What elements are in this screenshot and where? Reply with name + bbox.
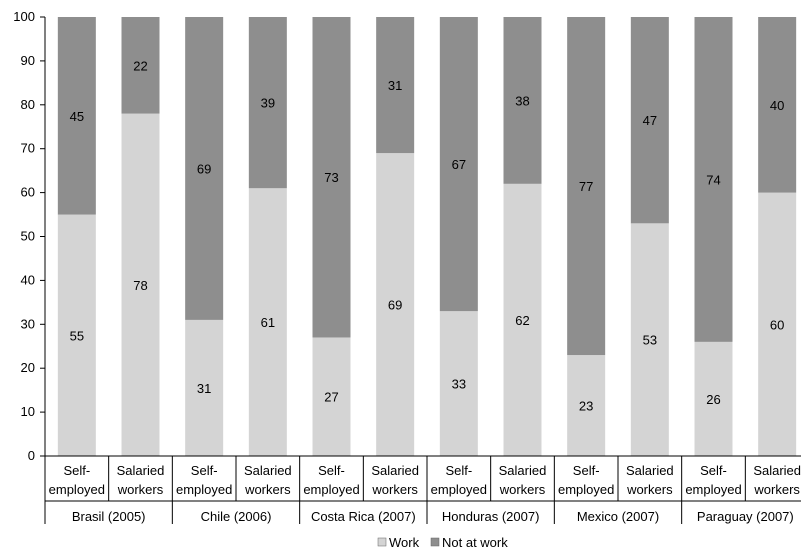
- y-tick-label: 100: [13, 9, 35, 24]
- x-category-label: Salaried: [753, 463, 801, 478]
- legend: Work Not at work: [377, 535, 508, 550]
- bar-segment-work: [567, 355, 606, 456]
- x-category-label: employed: [303, 482, 359, 497]
- x-category-label: employed: [558, 482, 614, 497]
- data-label: 53: [643, 333, 657, 348]
- x-category-label: Salaried: [371, 463, 419, 478]
- bar-segment-work: [376, 153, 415, 456]
- data-label: 26: [706, 392, 720, 407]
- x-category-label: workers: [371, 482, 418, 497]
- bar-segment-work: [312, 337, 351, 456]
- y-tick-label: 10: [21, 404, 35, 419]
- legend-label: Not at work: [442, 535, 508, 550]
- y-tick-label: 90: [21, 53, 35, 68]
- bar-segment-work: [758, 192, 797, 456]
- data-label: 33: [452, 377, 466, 392]
- x-category-label: employed: [176, 482, 232, 497]
- x-category-label: workers: [626, 482, 673, 497]
- bar-segment-not-at-work: [312, 17, 351, 338]
- y-tick-label: 80: [21, 97, 35, 112]
- bar-segment-work: [503, 183, 542, 456]
- x-category-label: Self-: [573, 463, 600, 478]
- bar-segment-not-at-work: [248, 17, 287, 189]
- x-category-label: Self-: [63, 463, 90, 478]
- x-group-label: Chile (2006): [201, 509, 272, 524]
- x-group-label: Mexico (2007): [577, 509, 659, 524]
- data-label: 45: [70, 109, 84, 124]
- y-tick-label: 20: [21, 360, 35, 375]
- x-category-label: employed: [685, 482, 741, 497]
- data-label: 40: [770, 98, 784, 113]
- x-category-label: Salaried: [626, 463, 674, 478]
- bar-segment-not-at-work: [376, 17, 415, 154]
- data-label: 55: [70, 328, 84, 343]
- bar-segment-not-at-work: [121, 17, 160, 114]
- x-category-label: Salaried: [244, 463, 292, 478]
- legend-swatch-work: [377, 537, 387, 547]
- data-label: 67: [452, 157, 466, 172]
- bar-segment-work: [439, 311, 478, 456]
- x-category-label: Salaried: [499, 463, 547, 478]
- data-label: 61: [261, 315, 275, 330]
- data-label: 77: [579, 179, 593, 194]
- x-group-label: Costa Rica (2007): [311, 509, 416, 524]
- x-category-label: workers: [753, 482, 800, 497]
- x-category-label: workers: [117, 482, 164, 497]
- data-label: 27: [324, 390, 338, 405]
- y-tick-label: 0: [28, 448, 35, 463]
- data-label: 60: [770, 317, 784, 332]
- bar-segment-not-at-work: [758, 17, 797, 193]
- bar-segment-not-at-work: [503, 17, 542, 184]
- y-tick-label: 50: [21, 229, 35, 244]
- data-label: 74: [706, 172, 720, 187]
- data-label: 31: [197, 381, 211, 396]
- bar-segment-work: [630, 223, 669, 456]
- bar-segment-work: [121, 113, 160, 456]
- legend-label: Work: [389, 535, 420, 550]
- bar-segment-not-at-work: [694, 17, 733, 342]
- data-label: 78: [133, 278, 147, 293]
- bar-segment-work: [57, 214, 96, 456]
- x-group-label: Brasil (2005): [72, 509, 146, 524]
- bar-segment-work: [185, 319, 224, 456]
- data-label: 22: [133, 58, 147, 73]
- x-category-label: Self-: [318, 463, 345, 478]
- x-category-label: Self-: [700, 463, 727, 478]
- x-group-label: Paraguay (2007): [697, 509, 794, 524]
- y-tick-label: 40: [21, 272, 35, 287]
- data-label: 69: [197, 161, 211, 176]
- y-tick-label: 30: [21, 316, 35, 331]
- bar-segment-not-at-work: [57, 17, 96, 215]
- x-category-label: Self-: [445, 463, 472, 478]
- legend-swatch-not-at-work: [430, 537, 440, 547]
- bar-segment-not-at-work: [185, 17, 224, 320]
- data-label: 73: [324, 170, 338, 185]
- bar-segment-work: [248, 188, 287, 456]
- data-label: 39: [261, 96, 275, 111]
- y-tick-label: 60: [21, 185, 35, 200]
- x-category-label: workers: [499, 482, 546, 497]
- data-label: 23: [579, 399, 593, 414]
- x-group-label: Honduras (2007): [442, 509, 540, 524]
- bar-segment-not-at-work: [439, 17, 478, 312]
- data-label: 69: [388, 298, 402, 313]
- data-label: 62: [515, 313, 529, 328]
- x-category-label: employed: [431, 482, 487, 497]
- x-category-label: workers: [244, 482, 291, 497]
- bar-segment-work: [694, 341, 733, 456]
- bar-segment-not-at-work: [567, 17, 606, 356]
- y-tick-label: 70: [21, 141, 35, 156]
- x-category-label: Salaried: [117, 463, 165, 478]
- data-label: 38: [515, 93, 529, 108]
- x-category-label: employed: [49, 482, 105, 497]
- data-label: 31: [388, 78, 402, 93]
- bars: 55 45 78 22 31 69 61 39 27 73 69 31 33 67 62 38 23 77 53 47…: [57, 17, 797, 456]
- y-axis: 0 10 20 30 40 50 60 70 80 90 100: [13, 9, 46, 463]
- bar-segment-not-at-work: [630, 17, 669, 224]
- data-label: 47: [643, 113, 657, 128]
- x-category-label: Self-: [191, 463, 218, 478]
- x-axis: Self-employed Salaried workers Self-employe…: [44, 455, 801, 524]
